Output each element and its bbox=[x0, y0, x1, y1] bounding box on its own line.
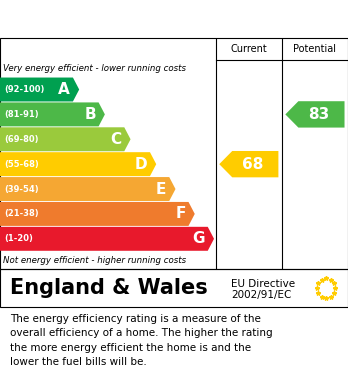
Text: E: E bbox=[156, 181, 166, 197]
Polygon shape bbox=[0, 152, 156, 176]
Text: (81-91): (81-91) bbox=[4, 110, 39, 119]
Text: 83: 83 bbox=[308, 107, 330, 122]
Text: B: B bbox=[84, 107, 96, 122]
Text: D: D bbox=[135, 157, 147, 172]
Text: F: F bbox=[175, 206, 186, 221]
Polygon shape bbox=[0, 227, 214, 251]
Text: EU Directive: EU Directive bbox=[231, 278, 295, 289]
Text: A: A bbox=[58, 82, 70, 97]
Text: (55-68): (55-68) bbox=[4, 160, 39, 169]
Text: G: G bbox=[192, 231, 205, 246]
Text: C: C bbox=[110, 132, 121, 147]
Text: Very energy efficient - lower running costs: Very energy efficient - lower running co… bbox=[3, 65, 187, 74]
Text: (21-38): (21-38) bbox=[4, 210, 39, 219]
Polygon shape bbox=[0, 127, 130, 151]
Text: (69-80): (69-80) bbox=[4, 135, 39, 144]
Text: (39-54): (39-54) bbox=[4, 185, 39, 194]
Text: Energy Efficiency Rating: Energy Efficiency Rating bbox=[60, 10, 288, 28]
Polygon shape bbox=[285, 101, 345, 127]
Text: Not energy efficient - higher running costs: Not energy efficient - higher running co… bbox=[3, 256, 187, 265]
Polygon shape bbox=[0, 77, 79, 102]
Text: (1-20): (1-20) bbox=[4, 234, 33, 243]
Polygon shape bbox=[0, 202, 195, 226]
Text: Current: Current bbox=[230, 44, 267, 54]
Polygon shape bbox=[219, 151, 278, 178]
Text: England & Wales: England & Wales bbox=[10, 278, 208, 298]
Text: 68: 68 bbox=[242, 157, 263, 172]
Text: The energy efficiency rating is a measure of the
overall efficiency of a home. T: The energy efficiency rating is a measur… bbox=[10, 314, 273, 367]
Polygon shape bbox=[0, 102, 105, 126]
Text: 2002/91/EC: 2002/91/EC bbox=[231, 290, 292, 300]
Polygon shape bbox=[0, 177, 175, 201]
Text: Potential: Potential bbox=[293, 44, 337, 54]
Text: (92-100): (92-100) bbox=[4, 85, 45, 94]
